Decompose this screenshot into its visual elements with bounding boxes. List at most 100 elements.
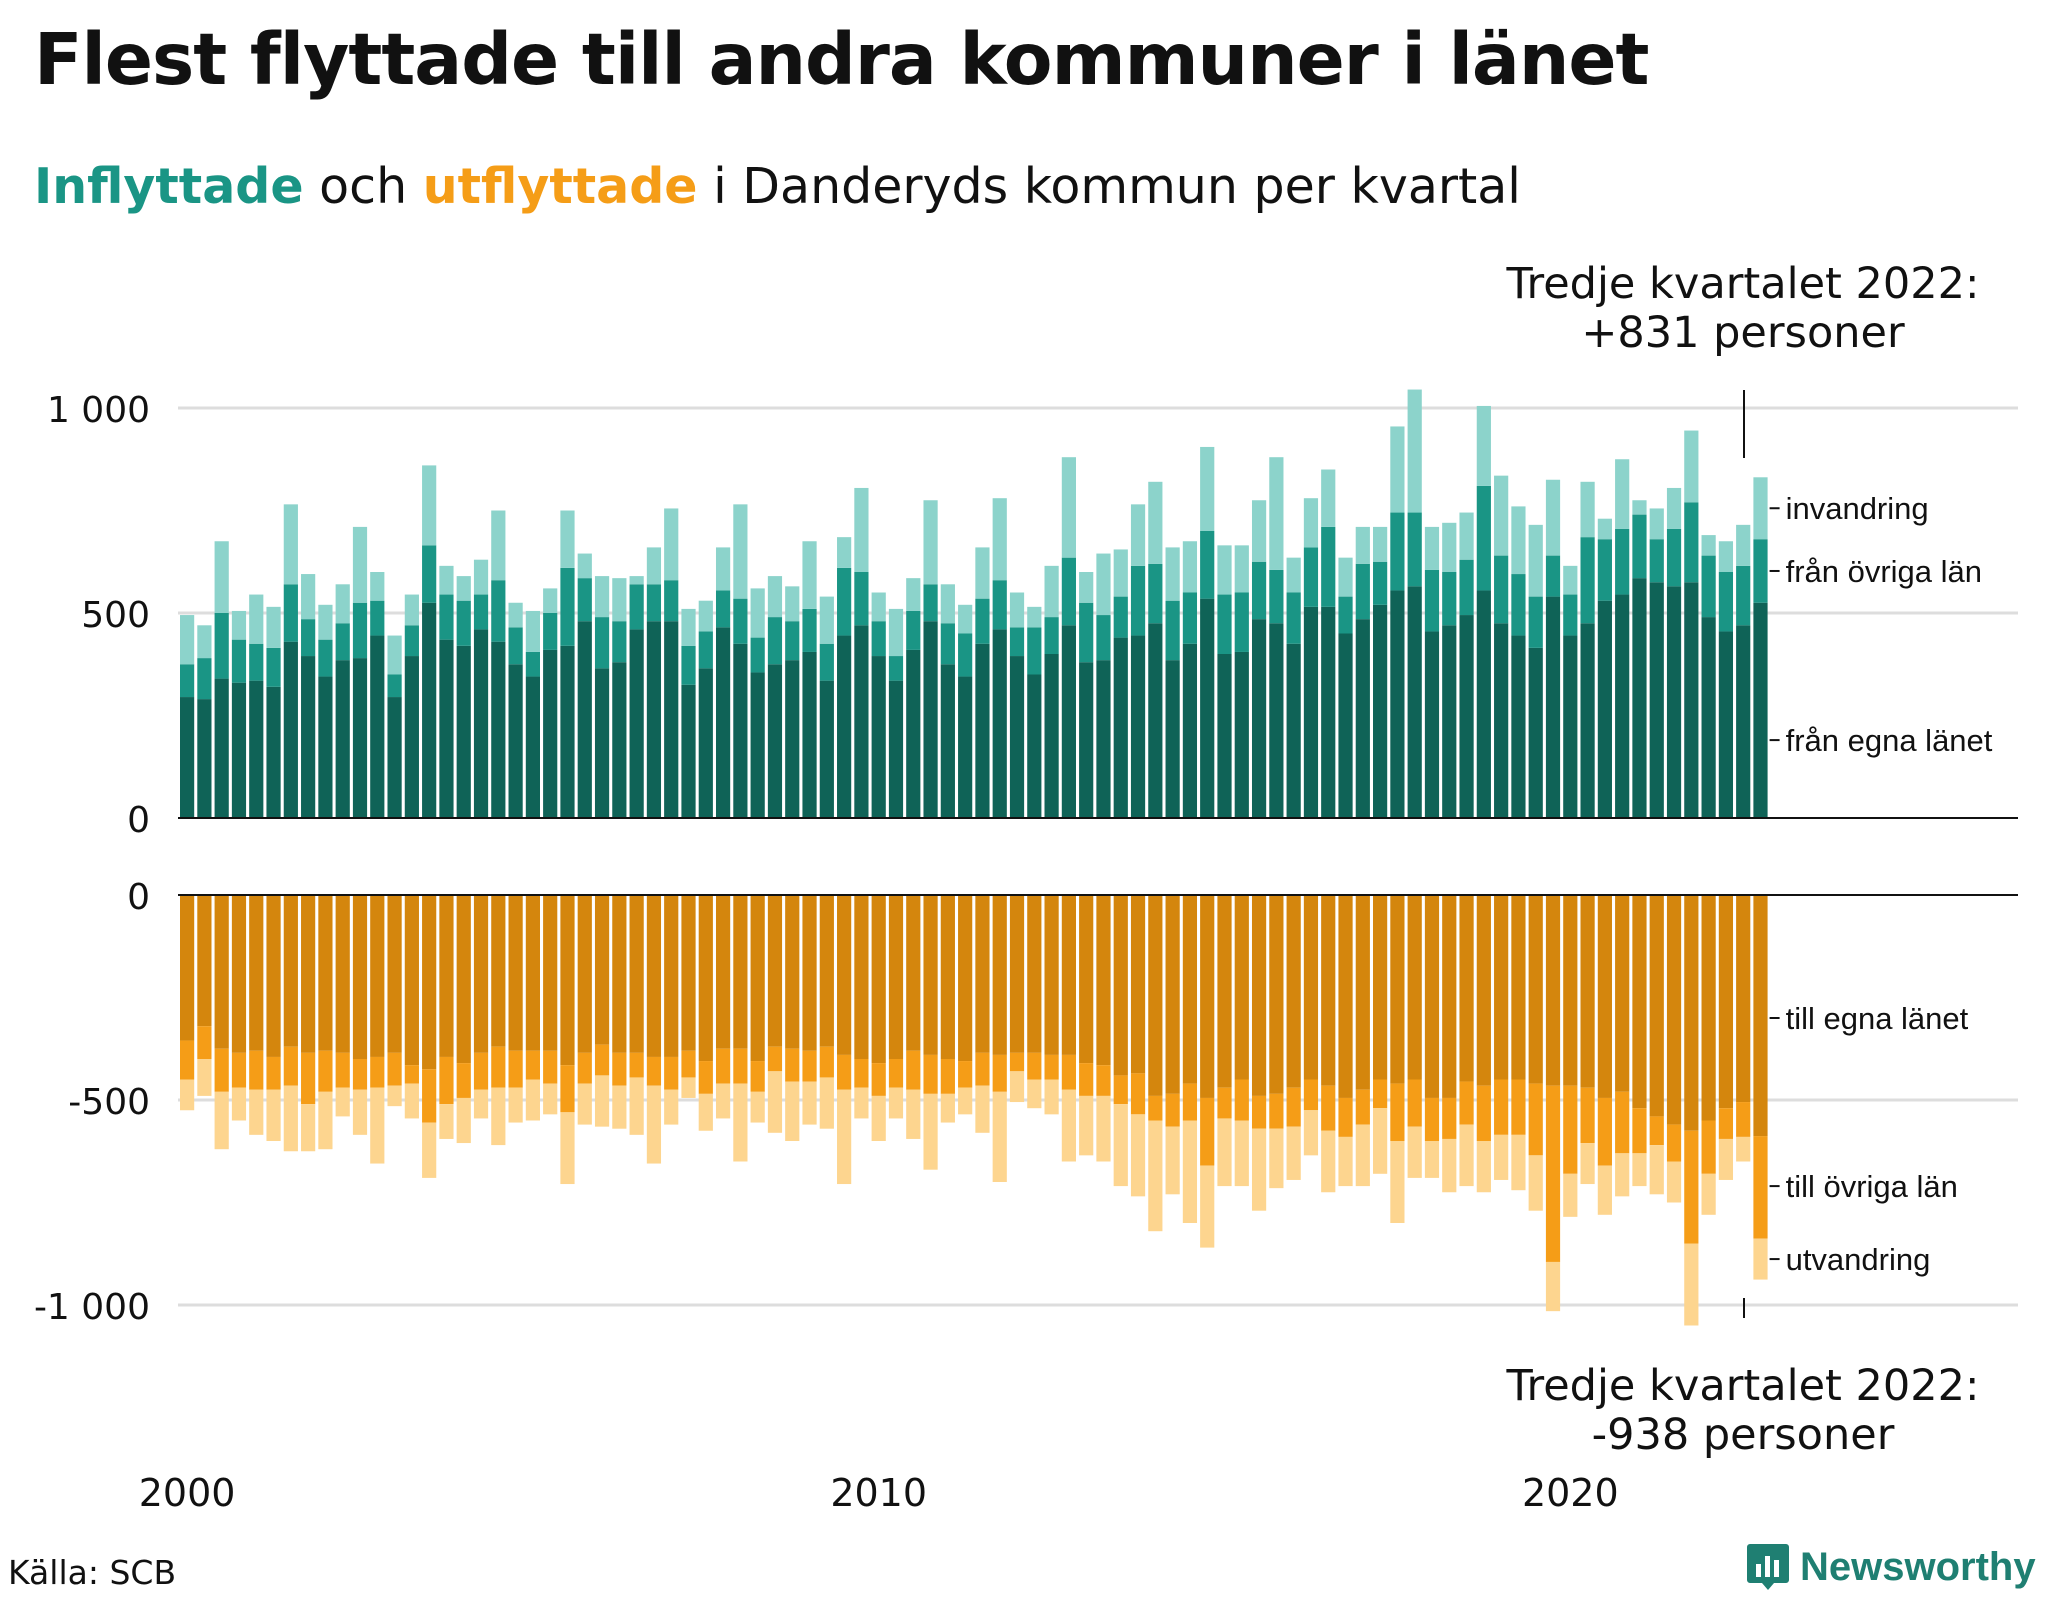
bar-out-segment (802, 895, 817, 1051)
bar-in-segment (1130, 635, 1146, 818)
bar-out-segment (888, 895, 904, 1059)
bar-out-segment (1424, 895, 1440, 1098)
y-tick-label: -1 000 (34, 1287, 150, 1328)
bar-out-segment (1701, 895, 1716, 1121)
bar-out-segment (837, 1054, 852, 1090)
bar-in-segment (1234, 651, 1249, 818)
bar-out-segment (1545, 1261, 1561, 1312)
bar-in-segment (785, 586, 800, 622)
bar-in-segment (992, 498, 1007, 581)
bar-out-segment (1165, 1093, 1180, 1127)
bar-in-segment (456, 645, 471, 818)
bar-out-segment (1130, 1114, 1146, 1197)
bar-out-segment (473, 895, 489, 1053)
bar-out-segment (577, 895, 592, 1053)
bar-in-segment (249, 680, 264, 818)
bar-out-segment (491, 1087, 506, 1146)
bar-out-segment (1511, 1134, 1526, 1191)
bar-in-segment (975, 643, 990, 818)
bar-out-segment (1321, 895, 1336, 1086)
bar-out-segment (1200, 1097, 1215, 1166)
bar-in-segment (681, 645, 696, 685)
bar-out-segment (1615, 1091, 1630, 1154)
bar-out-segment (785, 1081, 800, 1141)
bar-in-segment (785, 660, 800, 818)
bar-in-segment (1148, 563, 1163, 624)
newsworthy-logo-icon (1747, 1544, 1789, 1590)
bar-in-segment (370, 600, 385, 636)
bar-in-segment (698, 668, 713, 818)
bar-in-segment (629, 584, 644, 630)
bar-in-segment (1303, 547, 1319, 607)
bar-in-segment (560, 510, 575, 568)
bar-in-segment (1269, 569, 1284, 624)
bar-in-segment (1666, 487, 1682, 529)
bar-in-segment (1338, 557, 1353, 597)
bar-out-segment (1113, 895, 1128, 1076)
bar-in-segment (1494, 475, 1509, 556)
bar-out-segment (1251, 895, 1267, 1096)
bar-in-segment (733, 643, 748, 818)
bar-in-segment (352, 602, 368, 659)
bar-in-segment (1718, 631, 1734, 818)
bar-in-segment (871, 656, 886, 818)
bar-in-segment (1528, 596, 1543, 648)
bar-in-segment (214, 678, 229, 818)
bar-in-segment (214, 613, 229, 679)
bar-out-segment (1079, 1095, 1094, 1156)
bar-in-segment (888, 680, 904, 818)
bar-in-segment (1407, 512, 1422, 587)
bar-out-segment (404, 1083, 419, 1119)
bar-out-segment (646, 1056, 662, 1086)
bar-out-segment (404, 895, 419, 1066)
bar-in-segment (629, 576, 644, 585)
bar-in-segment (1580, 481, 1595, 538)
bar-out-segment (1459, 1124, 1474, 1187)
bar-out-segment (560, 1112, 575, 1185)
bar-out-segment (594, 895, 610, 1045)
bar-in-segment (543, 613, 558, 650)
bar-out-segment (664, 895, 679, 1057)
bar-in-segment (906, 610, 921, 650)
bar-in-segment (422, 602, 437, 818)
chart-title: Flest flyttade till andra kommuner i län… (34, 18, 1649, 101)
bar-out-segment (854, 1059, 869, 1088)
bar-in-segment (404, 594, 419, 626)
bar-in-segment (439, 639, 454, 818)
bar-out-segment (1476, 1141, 1491, 1193)
series-label-out: till övriga län (1786, 1169, 1958, 1204)
bar-out-segment (1701, 1120, 1716, 1174)
bar-out-segment (1684, 895, 1699, 1131)
bar-out-segment (750, 1091, 765, 1123)
bar-in-segment (1355, 563, 1370, 620)
bar-in-segment (404, 625, 419, 657)
bar-in-segment (1545, 555, 1561, 597)
bar-in-segment (335, 623, 350, 661)
bar-out-segment (560, 1065, 575, 1113)
bar-out-segment (387, 1052, 402, 1086)
bar-out-segment (1615, 1153, 1630, 1197)
bar-out-segment (750, 895, 765, 1062)
bar-out-segment (1321, 1085, 1336, 1131)
bar-in-segment (1269, 457, 1284, 570)
bar-out-segment (456, 1063, 471, 1098)
bar-out-segment (1251, 1095, 1267, 1129)
bar-in-segment (1511, 574, 1526, 636)
bar-in-segment (1494, 555, 1509, 624)
bar-out-segment (940, 1093, 955, 1123)
bar-out-segment (318, 895, 333, 1051)
bar-out-segment (1286, 895, 1301, 1088)
bar-out-segment (1390, 895, 1405, 1084)
bar-in-segment (975, 598, 990, 644)
bar-out-segment (767, 1046, 783, 1072)
y-tick-label: 0 (127, 877, 150, 918)
bar-in-segment (1113, 549, 1128, 597)
bar-in-segment (301, 619, 316, 657)
bar-in-segment (1753, 602, 1768, 818)
bar-out-segment (543, 1083, 558, 1115)
bar-out-segment (629, 1077, 644, 1135)
bar-out-segment (1407, 895, 1422, 1080)
bar-in-segment (1580, 537, 1595, 624)
bar-out-segment (1079, 895, 1094, 1064)
